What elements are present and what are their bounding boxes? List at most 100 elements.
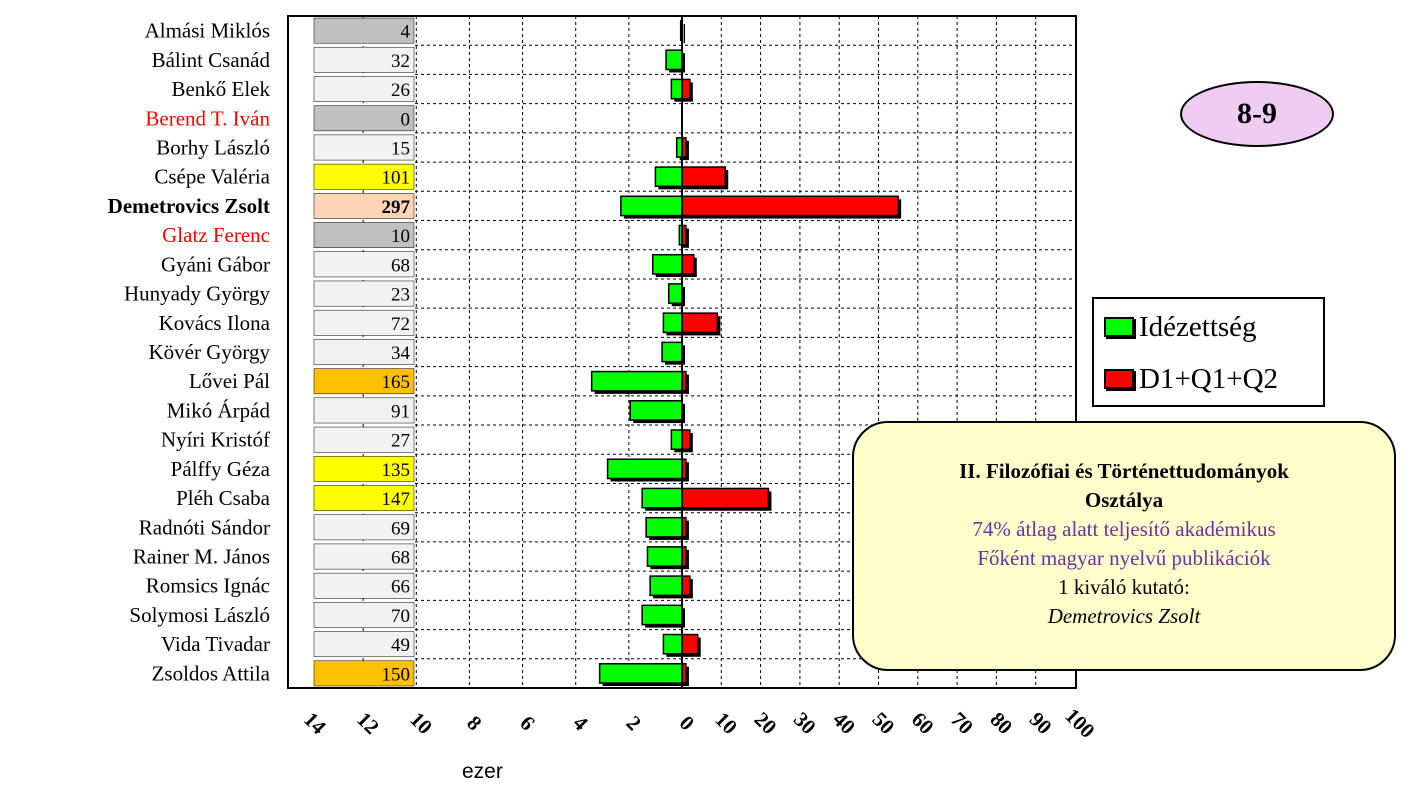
count-cell bbox=[313, 309, 415, 336]
count-cell bbox=[313, 76, 415, 102]
bar-publications bbox=[681, 195, 899, 217]
count-cell bbox=[313, 193, 415, 219]
person-label: Rainer M. János bbox=[133, 545, 270, 569]
tick-label-right: 100 bbox=[1060, 703, 1099, 742]
legend-item-publications: D1+Q1+Q2 bbox=[1104, 359, 1278, 399]
tick-label-left: 4 bbox=[568, 711, 593, 736]
person-label: Demetrovics Zsolt bbox=[108, 194, 270, 218]
count-label: 297 bbox=[382, 197, 411, 218]
bar-shadow bbox=[685, 462, 689, 482]
count-label: 34 bbox=[391, 343, 411, 364]
bar-publications bbox=[681, 633, 699, 655]
note-line-hungarian: Főként magyar nyelvű publikációk bbox=[977, 546, 1271, 570]
count-label: 23 bbox=[391, 285, 410, 306]
bar-publications bbox=[681, 312, 719, 334]
legend-label-citations: Idézettség bbox=[1139, 310, 1257, 343]
count-cell bbox=[313, 660, 415, 687]
person-label: Pléh Csaba bbox=[176, 486, 271, 510]
count-cell bbox=[313, 397, 415, 424]
legend-label-publications: D1+Q1+Q2 bbox=[1139, 362, 1279, 395]
person-label: Nyíri Kristóf bbox=[161, 428, 270, 452]
person-label: Hunyady György bbox=[124, 282, 271, 306]
count-cell bbox=[313, 105, 415, 132]
section-badge-text: 8-9 bbox=[1237, 97, 1277, 130]
summary-note: II. Filozófiai és Történettudományok Osz… bbox=[852, 421, 1396, 671]
bar-shadow bbox=[685, 228, 689, 248]
bar-shadow bbox=[685, 666, 689, 687]
legend-item-citations: Idézettség bbox=[1104, 307, 1257, 347]
count-cell bbox=[313, 46, 415, 73]
count-cell bbox=[313, 368, 415, 395]
tick-label-left: 6 bbox=[515, 711, 539, 735]
person-label: Radnóti Sándor bbox=[139, 515, 270, 539]
person-label: Benkő Elek bbox=[171, 77, 270, 101]
bar-citations bbox=[670, 78, 683, 100]
count-label: 4 bbox=[401, 22, 411, 43]
bar-publications bbox=[681, 429, 691, 451]
count-label: 101 bbox=[382, 168, 411, 189]
count-label: 165 bbox=[382, 372, 411, 393]
count-cell bbox=[313, 631, 415, 658]
bar-citations bbox=[598, 662, 683, 684]
count-label: 15 bbox=[391, 138, 410, 159]
person-label: Berend T. Iván bbox=[145, 106, 270, 130]
bar-citations bbox=[652, 253, 683, 275]
count-cell bbox=[313, 572, 415, 599]
note-line-below-average: 74% átlag alatt teljesítő akadémikus bbox=[972, 517, 1276, 541]
count-cell bbox=[313, 280, 415, 307]
count-cell bbox=[313, 514, 415, 541]
count-label: 49 bbox=[391, 635, 410, 656]
person-label: Borhy László bbox=[156, 135, 270, 159]
person-label: Zsoldos Attila bbox=[152, 661, 271, 685]
bar-citations bbox=[620, 195, 683, 217]
axis-unit-label: ezer bbox=[462, 760, 503, 783]
legend: Idézettség D1+Q1+Q2 bbox=[1092, 297, 1325, 407]
count-label: 26 bbox=[391, 80, 410, 101]
person-label: Mikó Árpád bbox=[167, 398, 271, 422]
count-label: 0 bbox=[401, 109, 411, 130]
note-line-researcher: Demetrovics Zsolt bbox=[1047, 604, 1201, 628]
bar-citations bbox=[649, 575, 683, 597]
bar-citations bbox=[606, 458, 683, 480]
count-label: 10 bbox=[391, 226, 410, 247]
bar-citations bbox=[641, 604, 683, 626]
count-cell bbox=[313, 456, 415, 482]
count-cell bbox=[313, 339, 415, 365]
count-label: 27 bbox=[391, 431, 410, 452]
tick-label-right: 70 bbox=[946, 707, 978, 739]
count-label: 70 bbox=[391, 606, 410, 627]
person-label: Gyáni Gábor bbox=[161, 252, 270, 276]
count-cell bbox=[313, 222, 415, 248]
count-cell bbox=[313, 426, 415, 453]
bar-citations bbox=[661, 341, 683, 363]
bar-citations bbox=[667, 283, 683, 304]
tick-label-right: 10 bbox=[710, 707, 742, 739]
count-cell bbox=[313, 134, 415, 161]
note-title-line2: Osztálya bbox=[1084, 488, 1164, 512]
person-label: Pálffy Géza bbox=[171, 457, 271, 481]
count-label: 72 bbox=[391, 314, 410, 335]
person-label: Kövér György bbox=[148, 340, 270, 364]
person-label: Vida Tivadar bbox=[161, 632, 270, 656]
bar-shadow bbox=[685, 549, 689, 570]
count-label: 66 bbox=[391, 577, 410, 598]
person-label: Solymosi László bbox=[129, 603, 270, 627]
tick-label-right: 20 bbox=[750, 707, 782, 739]
bar-citations bbox=[590, 370, 683, 392]
bar-citations bbox=[629, 400, 683, 421]
count-label: 147 bbox=[382, 489, 411, 510]
tick-label-right: 90 bbox=[1025, 707, 1057, 739]
count-cell bbox=[313, 485, 415, 511]
count-label: 91 bbox=[391, 401, 410, 422]
person-label: Glatz Ferenc bbox=[162, 223, 270, 247]
person-label: Bálint Csanád bbox=[152, 48, 271, 72]
count-cell bbox=[313, 543, 415, 570]
tick-label-left: 12 bbox=[352, 707, 384, 739]
tick-label-right: 60 bbox=[907, 707, 939, 739]
bar-citations bbox=[654, 166, 683, 188]
bar-citations bbox=[645, 516, 683, 538]
bar-publications bbox=[681, 166, 726, 188]
tick-label-left: 8 bbox=[462, 711, 486, 735]
count-label: 68 bbox=[391, 255, 410, 276]
